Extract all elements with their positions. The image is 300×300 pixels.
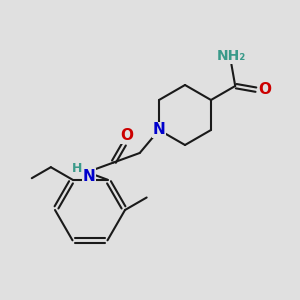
Text: N: N <box>83 169 95 184</box>
Text: O: O <box>120 128 133 143</box>
Text: O: O <box>258 82 272 97</box>
Text: H: H <box>72 162 82 175</box>
Text: N: N <box>153 122 165 137</box>
Text: NH₂: NH₂ <box>217 49 246 63</box>
